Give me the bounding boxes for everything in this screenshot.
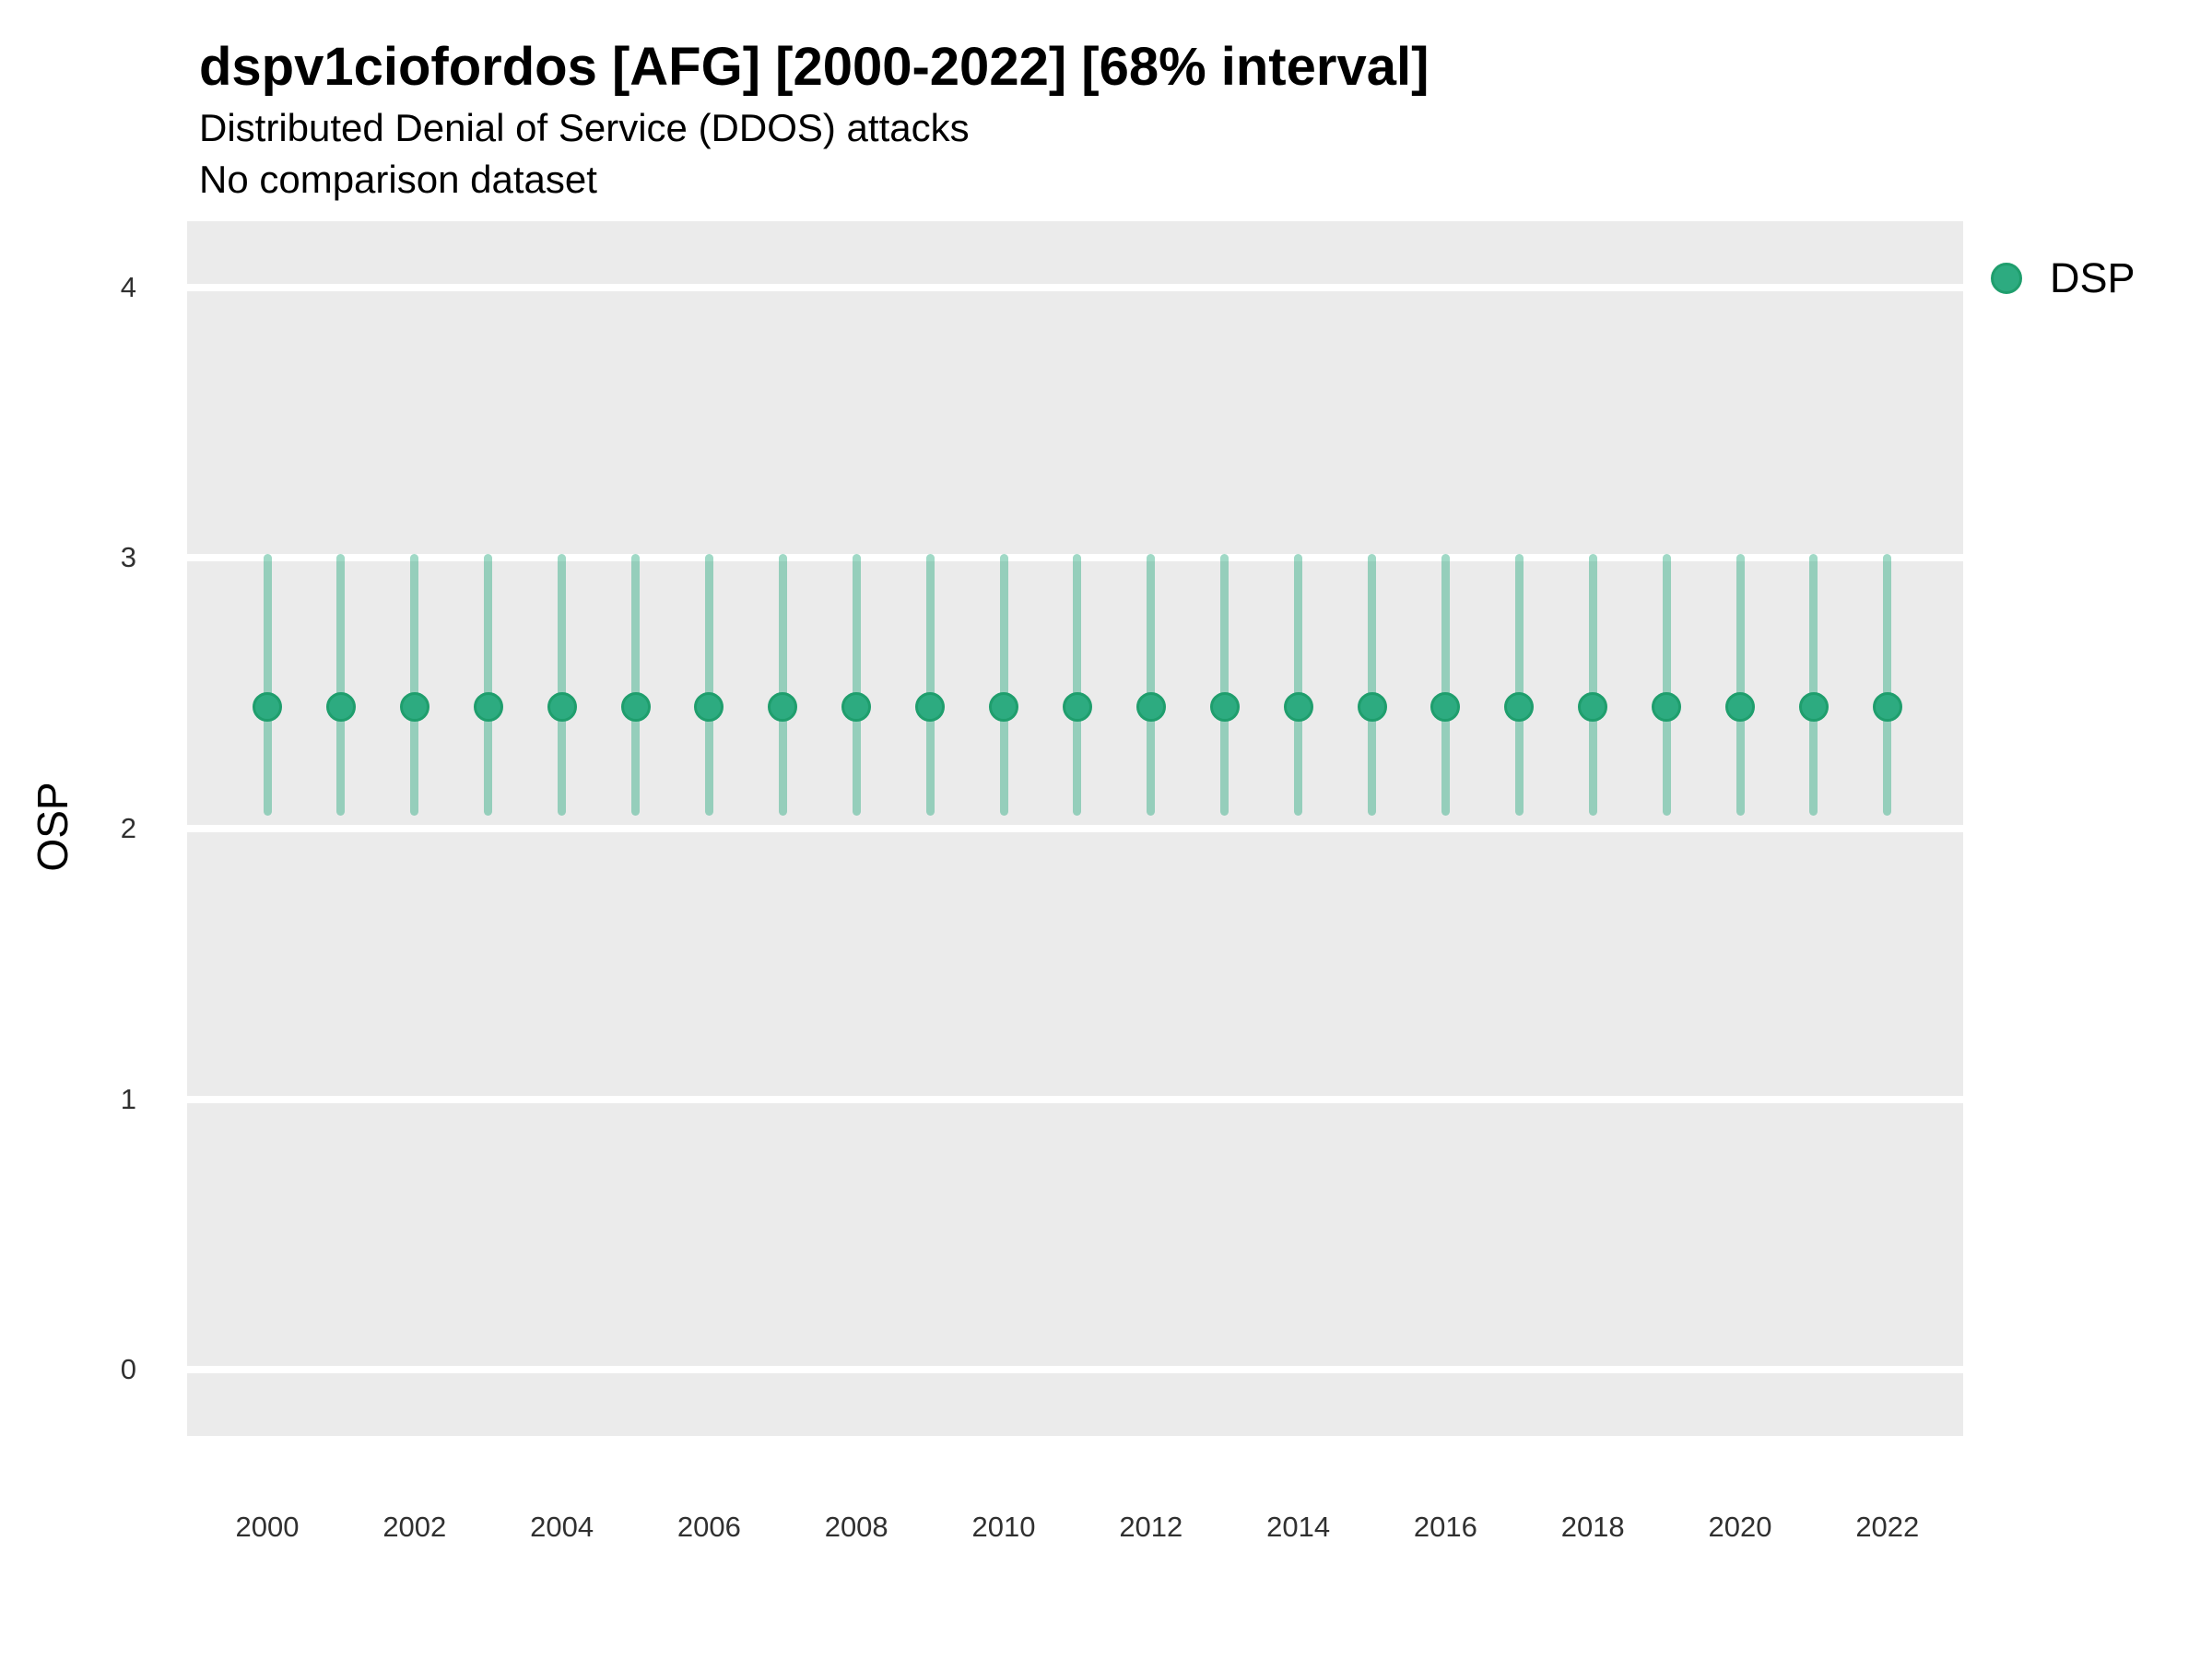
data-point-2020: [1725, 691, 1755, 722]
data-point-2008: [841, 691, 872, 722]
data-point-2004: [547, 691, 577, 722]
x-tick-label-2012: 2012: [1119, 1511, 1183, 1543]
y-tick-label-2: 2: [120, 812, 136, 844]
data-point-2015: [1357, 691, 1387, 722]
x-tick-label-2002: 2002: [382, 1511, 447, 1543]
data-point-2017: [1504, 691, 1535, 722]
data-point-2011: [1062, 691, 1092, 722]
interval-bar-2020: [1735, 554, 1745, 817]
x-tick-label-2006: 2006: [677, 1511, 741, 1543]
legend-circle-icon: [1991, 263, 2022, 294]
y-tick-label-3: 3: [120, 541, 136, 574]
interval-bar-2008: [852, 554, 861, 817]
interval-bar-2010: [999, 554, 1008, 817]
x-tick-label-2004: 2004: [530, 1511, 594, 1543]
interval-bar-2001: [336, 554, 346, 817]
legend: DSP: [1991, 256, 2136, 300]
interval-bar-2005: [631, 554, 640, 817]
interval-bar-2017: [1514, 554, 1524, 817]
gridline-y-3: [187, 554, 1963, 562]
chart-note: No comparison dataset: [199, 158, 597, 201]
legend-label: DSP: [2050, 254, 2136, 301]
interval-bar-2007: [778, 554, 787, 817]
interval-bar-2004: [558, 554, 567, 817]
data-point-2013: [1209, 691, 1240, 722]
data-point-2019: [1652, 691, 1682, 722]
data-point-2006: [694, 691, 724, 722]
x-tick-label-2010: 2010: [971, 1511, 1036, 1543]
interval-bar-2002: [410, 554, 419, 817]
interval-bar-2022: [1883, 554, 1892, 817]
interval-bar-2015: [1368, 554, 1376, 817]
data-point-2007: [768, 691, 798, 722]
interval-bar-2018: [1588, 554, 1597, 817]
data-point-2001: [325, 691, 356, 722]
x-tick-label-2018: 2018: [1560, 1511, 1625, 1543]
interval-bar-2014: [1294, 554, 1303, 817]
data-point-2002: [399, 691, 429, 722]
data-point-2022: [1872, 691, 1902, 722]
interval-bar-2013: [1220, 554, 1230, 817]
data-point-2021: [1798, 691, 1829, 722]
data-point-2016: [1430, 691, 1461, 722]
chart-subtitle: Distributed Denial of Service (DDOS) att…: [199, 106, 970, 149]
gridline-y-1: [187, 1095, 1963, 1103]
x-tick-label-2014: 2014: [1266, 1511, 1331, 1543]
data-point-2000: [253, 691, 282, 722]
data-point-2014: [1283, 691, 1313, 722]
interval-bar-2021: [1809, 554, 1818, 817]
y-tick-label-4: 4: [120, 270, 136, 303]
plot-panel: [187, 221, 1963, 1436]
x-tick-label-2016: 2016: [1413, 1511, 1477, 1543]
data-point-2010: [989, 691, 1018, 722]
y-tick-label-0: 0: [120, 1353, 136, 1386]
x-tick-label-2008: 2008: [824, 1511, 888, 1543]
chart-title: dspv1ciofordos [AFG] [2000-2022] [68% in…: [199, 37, 1430, 97]
data-point-2018: [1578, 691, 1608, 722]
interval-bar-2009: [925, 554, 935, 817]
gridline-y-0: [187, 1366, 1963, 1374]
y-tick-label-1: 1: [120, 1082, 136, 1115]
data-point-2009: [915, 691, 946, 722]
gridline-y-4: [187, 283, 1963, 291]
interval-bar-2016: [1441, 554, 1450, 817]
interval-bar-2006: [704, 554, 713, 817]
interval-bar-2012: [1147, 554, 1156, 817]
data-point-2012: [1135, 691, 1166, 722]
interval-bar-2011: [1073, 554, 1082, 817]
interval-bar-2003: [484, 554, 493, 817]
x-tick-label-2020: 2020: [1708, 1511, 1772, 1543]
x-tick-label-2022: 2022: [1855, 1511, 1920, 1543]
interval-bar-2019: [1662, 554, 1671, 817]
data-point-2005: [620, 691, 651, 722]
interval-bar-2000: [263, 554, 272, 817]
gridline-y-2: [187, 825, 1963, 832]
x-tick-label-2000: 2000: [235, 1511, 300, 1543]
data-point-2003: [473, 691, 503, 722]
